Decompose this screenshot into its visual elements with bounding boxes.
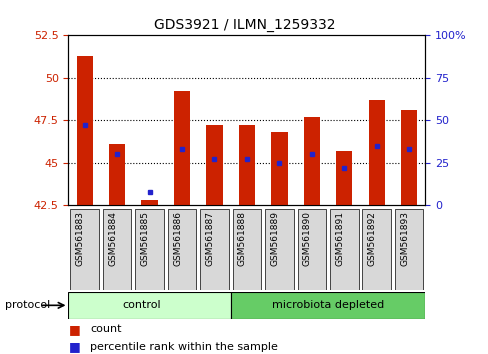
Bar	[238, 125, 255, 205]
Bar	[109, 144, 125, 205]
Text: GSM561893: GSM561893	[399, 211, 408, 266]
Bar	[68, 292, 230, 319]
Text: GSM561890: GSM561890	[302, 211, 311, 266]
Text: GSM561884: GSM561884	[108, 211, 117, 266]
Text: protocol: protocol	[5, 300, 50, 310]
Bar	[400, 110, 416, 205]
Text: control: control	[122, 300, 161, 310]
Bar	[200, 209, 228, 290]
Bar	[368, 100, 384, 205]
Bar	[394, 209, 423, 290]
Bar	[297, 209, 325, 290]
Text: GSM561887: GSM561887	[205, 211, 214, 266]
Bar	[77, 56, 93, 205]
Bar	[271, 132, 287, 205]
Bar	[174, 91, 190, 205]
Text: GSM561888: GSM561888	[238, 211, 246, 266]
Bar	[232, 209, 261, 290]
Bar	[230, 292, 425, 319]
Text: count: count	[90, 324, 122, 334]
Text: microbiota depleted: microbiota depleted	[271, 300, 384, 310]
Bar	[303, 117, 319, 205]
Bar	[70, 209, 99, 290]
Bar	[329, 209, 358, 290]
Text: GSM561891: GSM561891	[335, 211, 344, 266]
Bar	[362, 209, 390, 290]
Bar	[167, 209, 196, 290]
Text: GSM561883: GSM561883	[76, 211, 84, 266]
Bar	[135, 209, 163, 290]
Text: percentile rank within the sample: percentile rank within the sample	[90, 342, 278, 352]
Text: GSM561886: GSM561886	[173, 211, 182, 266]
Text: GSM561889: GSM561889	[270, 211, 279, 266]
Bar	[264, 209, 293, 290]
Bar	[102, 209, 131, 290]
Bar	[336, 151, 352, 205]
Text: ■: ■	[68, 323, 80, 336]
Text: GSM561892: GSM561892	[367, 211, 376, 266]
Text: ■: ■	[68, 341, 80, 353]
Text: GDS3921 / ILMN_1259332: GDS3921 / ILMN_1259332	[153, 18, 335, 32]
Bar	[141, 200, 158, 205]
Text: GSM561885: GSM561885	[141, 211, 149, 266]
Bar	[206, 125, 222, 205]
